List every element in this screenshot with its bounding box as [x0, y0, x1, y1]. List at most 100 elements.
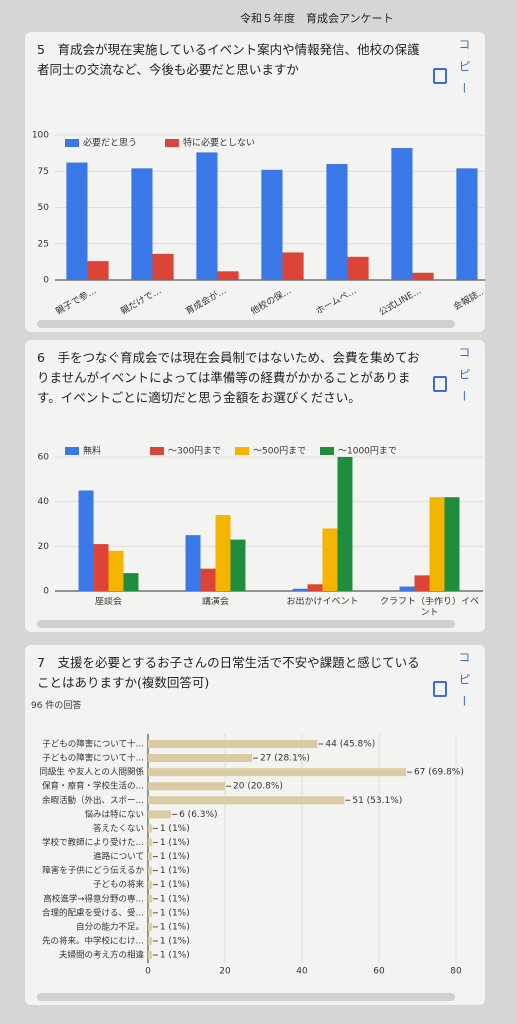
x-tick-label: 0: [145, 967, 151, 977]
chart: 0 20 40 60 80 子どもの障害について十… 44 (45.8%) 子どもの障害につい…: [39, 734, 464, 977]
x-tick-label: ホームペ…: [314, 285, 358, 317]
scrollbar[interactable]: [37, 993, 455, 1001]
y-tick-label: 25: [38, 239, 49, 249]
value-label: 1 (1%): [160, 908, 190, 918]
legend-label: ～1000円まで: [338, 446, 397, 457]
bar: [123, 573, 139, 591]
subtitle: 96 件の回答: [31, 701, 82, 711]
bar: [148, 754, 252, 763]
scrollbar[interactable]: [37, 320, 455, 328]
value-label: 1 (1%): [160, 852, 190, 862]
x-tick-label: 育成会が…: [183, 284, 228, 317]
copy-button[interactable]: コピー: [457, 651, 471, 717]
y-tick-label: 進路について: [93, 851, 144, 862]
value-label: 1 (1%): [160, 838, 190, 848]
legend-swatch: [235, 447, 249, 455]
y-tick-label: 余暇活動（外出、スポー…: [42, 795, 144, 806]
bar: [261, 169, 283, 280]
bar: [200, 568, 216, 591]
bar: [148, 768, 406, 777]
bar: [148, 922, 152, 931]
bar: [148, 908, 152, 917]
x-tick-label: 親だけで…: [118, 284, 163, 317]
page-title: 令和５年度 育成会アンケート: [240, 12, 394, 25]
question-title: 6 手をつなぐ育成会では現在会員制ではないため、会費を集めておりませんがイベント…: [37, 350, 420, 405]
x-tick-label-box: 座談会: [94, 597, 122, 607]
y-tick-label: 自分の能力不足。: [76, 921, 144, 932]
bar: [347, 256, 369, 280]
bar: [326, 164, 348, 280]
copy-button[interactable]: コピー: [457, 38, 471, 104]
bar: [148, 810, 172, 819]
x-tick-label-box: お出かけイベント: [286, 597, 359, 607]
x-tick-label: 会報誌…: [451, 284, 485, 312]
y-tick-label: 75: [38, 167, 49, 177]
x-tick-label: 60: [373, 967, 385, 977]
y-tick-label: 同級生 や友人との人間関係: [39, 767, 144, 778]
y-tick-label: 0: [43, 587, 49, 597]
bar: [185, 535, 201, 591]
value-label: 6 (6.3%): [179, 810, 217, 820]
bar: [282, 252, 304, 280]
legend-label: 必要だと思う: [83, 137, 137, 149]
bar: [148, 894, 152, 903]
bar: [217, 271, 239, 280]
copy-button[interactable]: コピー: [457, 346, 471, 412]
copy-icon[interactable]: [433, 681, 447, 697]
bar: [456, 168, 478, 280]
value-label: 1 (1%): [160, 936, 190, 946]
bar: [196, 152, 218, 280]
y-tick-label: 悩みは特にない: [84, 809, 144, 820]
bar: [148, 866, 152, 875]
y-tick-label: 先の将来。中学校にむけ…: [42, 935, 144, 946]
bar: [148, 838, 152, 847]
x-tick-label: 他校の保…: [248, 284, 293, 317]
y-tick-label: 50: [38, 203, 50, 213]
bar: [444, 497, 460, 591]
bar: [414, 575, 430, 591]
value-label: 1 (1%): [160, 880, 190, 890]
x-tick-label: 講演会: [201, 597, 229, 607]
copy-icon[interactable]: [433, 376, 447, 392]
bar: [148, 936, 152, 945]
scrollbar[interactable]: [37, 620, 455, 628]
copy-icon[interactable]: [433, 68, 447, 84]
question-card: 0 20 40 60 無料 ～300円まで ～500円まで ～1000円まで 座談会 講演会 お出か…: [25, 340, 485, 632]
bar: [108, 550, 124, 591]
bar: [391, 148, 413, 280]
y-tick-label: 夫婦間の考え方の相違: [59, 950, 145, 961]
bar: [337, 457, 353, 591]
question-card: 0 20 40 60 80 子どもの障害について十… 44 (45.8%) 子どもの障害につい…: [25, 645, 485, 1005]
value-label: 51 (53.1%): [352, 796, 402, 806]
y-tick-label: 高校進学→得意分野の専…: [43, 893, 144, 904]
y-tick-label: 40: [38, 497, 50, 507]
x-tick-label: 20: [219, 967, 231, 977]
value-label: 1 (1%): [160, 922, 190, 932]
y-tick-label: 学校で教師により受けた…: [42, 837, 144, 848]
bar: [78, 490, 94, 591]
value-label: 67 (69.8%): [414, 768, 464, 778]
bar: [307, 584, 323, 591]
legend-label: 特に必要としない: [183, 137, 255, 149]
bar: [148, 951, 152, 960]
legend-swatch: [320, 447, 334, 455]
legend-label: 無料: [83, 445, 101, 457]
bar: [152, 253, 174, 280]
bar: [66, 162, 88, 280]
value-label: 1 (1%): [160, 824, 190, 834]
bar: [148, 880, 152, 889]
x-tick-label: 親子で参…: [53, 284, 98, 317]
x-tick-label: お出かけイベント: [286, 597, 359, 607]
x-tick-label-box: クラフト（手作り）イベント: [380, 597, 479, 618]
x-tick-label: 座談会: [94, 597, 122, 607]
legend-swatch: [65, 139, 79, 147]
x-tick-label-box: 講演会: [201, 597, 229, 607]
value-label: 20 (20.8%): [233, 782, 283, 792]
bar: [148, 852, 152, 861]
bar: [215, 515, 231, 591]
bar: [131, 168, 153, 280]
x-tick-label: 40: [296, 967, 308, 977]
bar: [148, 782, 225, 791]
bar: [148, 824, 152, 833]
